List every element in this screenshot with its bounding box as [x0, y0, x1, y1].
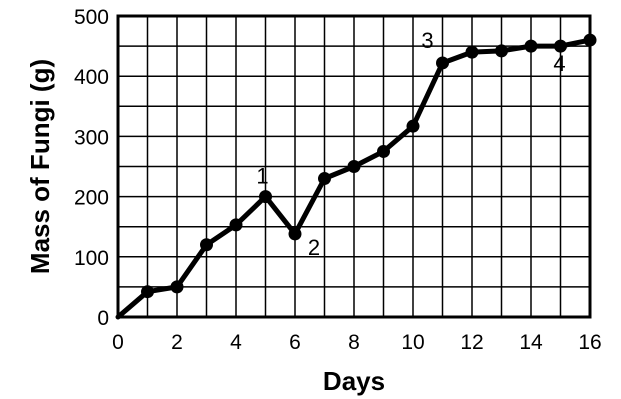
x-tick-label: 12 — [460, 331, 483, 354]
annotations: 1 2 3 4 — [256, 28, 565, 260]
data-points — [141, 33, 597, 299]
data-point — [495, 44, 508, 58]
data-point — [141, 285, 154, 299]
y-tick-labels: 0 100 200 300 400 500 — [74, 6, 109, 330]
data-point — [259, 190, 272, 204]
x-tick-labels: 0 2 4 6 8 10 12 14 16 — [112, 331, 602, 354]
x-tick-label: 8 — [348, 331, 360, 354]
x-tick-label: 0 — [112, 331, 124, 354]
point-annotation: 2 — [308, 235, 320, 260]
point-annotation: 3 — [421, 28, 433, 53]
data-point — [554, 39, 567, 53]
x-tick-label: 6 — [289, 331, 301, 354]
x-tick-label: 14 — [519, 331, 543, 354]
data-point — [200, 238, 213, 252]
plot-frame — [116, 14, 592, 319]
x-tick-label: 16 — [578, 331, 601, 354]
data-point — [377, 144, 390, 158]
point-annotation: 1 — [256, 164, 268, 189]
x-tick-label: 2 — [171, 331, 183, 354]
data-point — [318, 172, 331, 186]
data-point — [465, 45, 479, 59]
x-axis-title: Days — [323, 366, 385, 396]
data-point — [229, 218, 243, 232]
y-tick-label: 100 — [74, 247, 109, 270]
y-tick-label: 300 — [74, 126, 109, 149]
data-point — [288, 227, 302, 241]
data-point — [524, 39, 538, 53]
y-tick-label: 200 — [74, 187, 109, 210]
data-point — [583, 33, 597, 47]
data-point — [406, 119, 420, 133]
point-annotation: 4 — [553, 51, 565, 76]
data-point — [170, 280, 184, 294]
y-tick-label: 500 — [74, 6, 109, 29]
x-tick-label: 10 — [401, 331, 424, 354]
data-point — [347, 160, 361, 173]
y-tick-label: 400 — [74, 66, 109, 89]
data-point — [436, 56, 449, 70]
y-tick-label: 0 — [97, 307, 109, 330]
y-axis-title: Mass of Fungi (g) — [25, 59, 55, 274]
x-tick-label: 4 — [230, 331, 242, 354]
